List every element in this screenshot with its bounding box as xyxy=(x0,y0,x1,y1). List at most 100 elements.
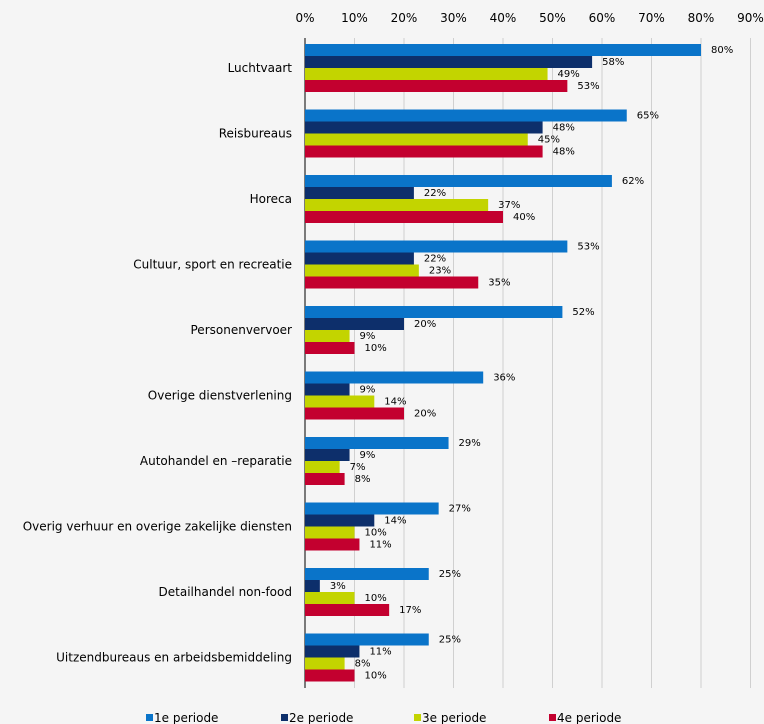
data-label: 3% xyxy=(330,581,346,592)
category-label: Luchtvaart xyxy=(228,61,293,75)
bar xyxy=(305,306,563,318)
data-label: 48% xyxy=(553,123,575,134)
data-label: 52% xyxy=(572,307,594,318)
bar xyxy=(305,187,414,199)
x-tick-label: 20% xyxy=(391,11,418,25)
bar xyxy=(305,669,355,682)
legend-swatch xyxy=(281,714,288,721)
data-label: 14% xyxy=(384,516,406,527)
bar xyxy=(305,121,543,134)
bar xyxy=(305,330,350,342)
data-label: 11% xyxy=(369,540,391,551)
data-label: 14% xyxy=(384,397,406,408)
legend-label: 3e periode xyxy=(422,711,486,724)
bar xyxy=(305,56,593,68)
bar xyxy=(305,145,543,158)
bar xyxy=(305,502,439,515)
x-tick-label: 60% xyxy=(589,11,616,25)
category-label: Reisbureaus xyxy=(219,127,292,141)
bar xyxy=(305,318,404,330)
x-tick-label: 0% xyxy=(295,11,314,25)
legend-label: 1e periode xyxy=(154,711,218,724)
bar xyxy=(305,383,350,396)
bar xyxy=(305,252,414,265)
data-label: 10% xyxy=(365,593,387,604)
category-label: Overig verhuur en overige zakelijke dien… xyxy=(23,520,292,534)
bar xyxy=(305,449,350,461)
data-label: 8% xyxy=(355,474,371,485)
data-label: 29% xyxy=(459,438,481,449)
bar xyxy=(305,371,484,384)
data-label: 48% xyxy=(553,147,575,158)
data-label: 11% xyxy=(369,647,391,658)
legend-swatch xyxy=(146,714,153,721)
data-label: 40% xyxy=(513,212,535,223)
data-label: 9% xyxy=(360,385,376,396)
legend-label: 2e periode xyxy=(289,711,353,724)
data-label: 65% xyxy=(637,111,659,122)
bar xyxy=(305,538,360,551)
bar xyxy=(305,68,548,80)
x-tick-label: 50% xyxy=(539,11,566,25)
bar xyxy=(305,133,528,146)
bar xyxy=(305,526,355,539)
x-tick-label: 90% xyxy=(737,11,764,25)
data-label: 20% xyxy=(414,319,436,330)
category-label: Personenvervoer xyxy=(191,323,293,337)
data-label: 25% xyxy=(439,635,461,646)
bar xyxy=(305,568,429,580)
legend-swatch xyxy=(414,714,421,721)
bar xyxy=(305,461,340,473)
bar xyxy=(305,342,355,354)
category-label: Overige dienstverlening xyxy=(148,389,292,403)
bar xyxy=(305,80,568,92)
data-label: 27% xyxy=(449,504,471,515)
category-label: Cultuur, sport en recreatie xyxy=(133,258,292,272)
bar xyxy=(305,657,345,670)
bar xyxy=(305,199,489,211)
x-tick-label: 30% xyxy=(440,11,467,25)
bar xyxy=(305,395,375,408)
category-label: Horeca xyxy=(250,192,292,206)
data-label: 17% xyxy=(399,605,421,616)
data-label: 10% xyxy=(365,528,387,539)
data-label: 20% xyxy=(414,409,436,420)
data-label: 62% xyxy=(622,176,644,187)
legend-label: 4e periode xyxy=(557,711,621,724)
bar xyxy=(305,437,449,449)
data-label: 80% xyxy=(711,45,733,56)
bar xyxy=(305,175,612,187)
category-label: Detailhandel non-food xyxy=(159,585,292,599)
x-tick-label: 10% xyxy=(341,11,368,25)
data-label: 9% xyxy=(360,450,376,461)
data-label: 10% xyxy=(365,671,387,682)
bar xyxy=(305,514,375,527)
legend-swatch xyxy=(549,714,556,721)
x-tick-label: 70% xyxy=(638,11,665,25)
data-label: 58% xyxy=(602,57,624,68)
data-label: 8% xyxy=(355,659,371,670)
bar xyxy=(305,633,429,646)
data-label: 37% xyxy=(498,200,520,211)
data-label: 22% xyxy=(424,188,446,199)
bar xyxy=(305,604,390,616)
data-label: 49% xyxy=(558,69,580,80)
bar xyxy=(305,580,320,592)
data-label: 45% xyxy=(538,135,560,146)
x-tick-label: 80% xyxy=(688,11,715,25)
bar xyxy=(305,645,360,658)
bar xyxy=(305,240,568,253)
data-label: 36% xyxy=(493,373,515,384)
data-label: 53% xyxy=(577,242,599,253)
bar xyxy=(305,276,479,289)
data-label: 25% xyxy=(439,569,461,580)
data-label: 35% xyxy=(488,278,510,289)
bar xyxy=(305,44,701,56)
bar xyxy=(305,473,345,485)
data-label: 9% xyxy=(360,331,376,342)
data-label: 10% xyxy=(365,343,387,354)
bar xyxy=(305,109,627,122)
data-label: 53% xyxy=(577,81,599,92)
data-label: 22% xyxy=(424,254,446,265)
bar xyxy=(305,592,355,604)
